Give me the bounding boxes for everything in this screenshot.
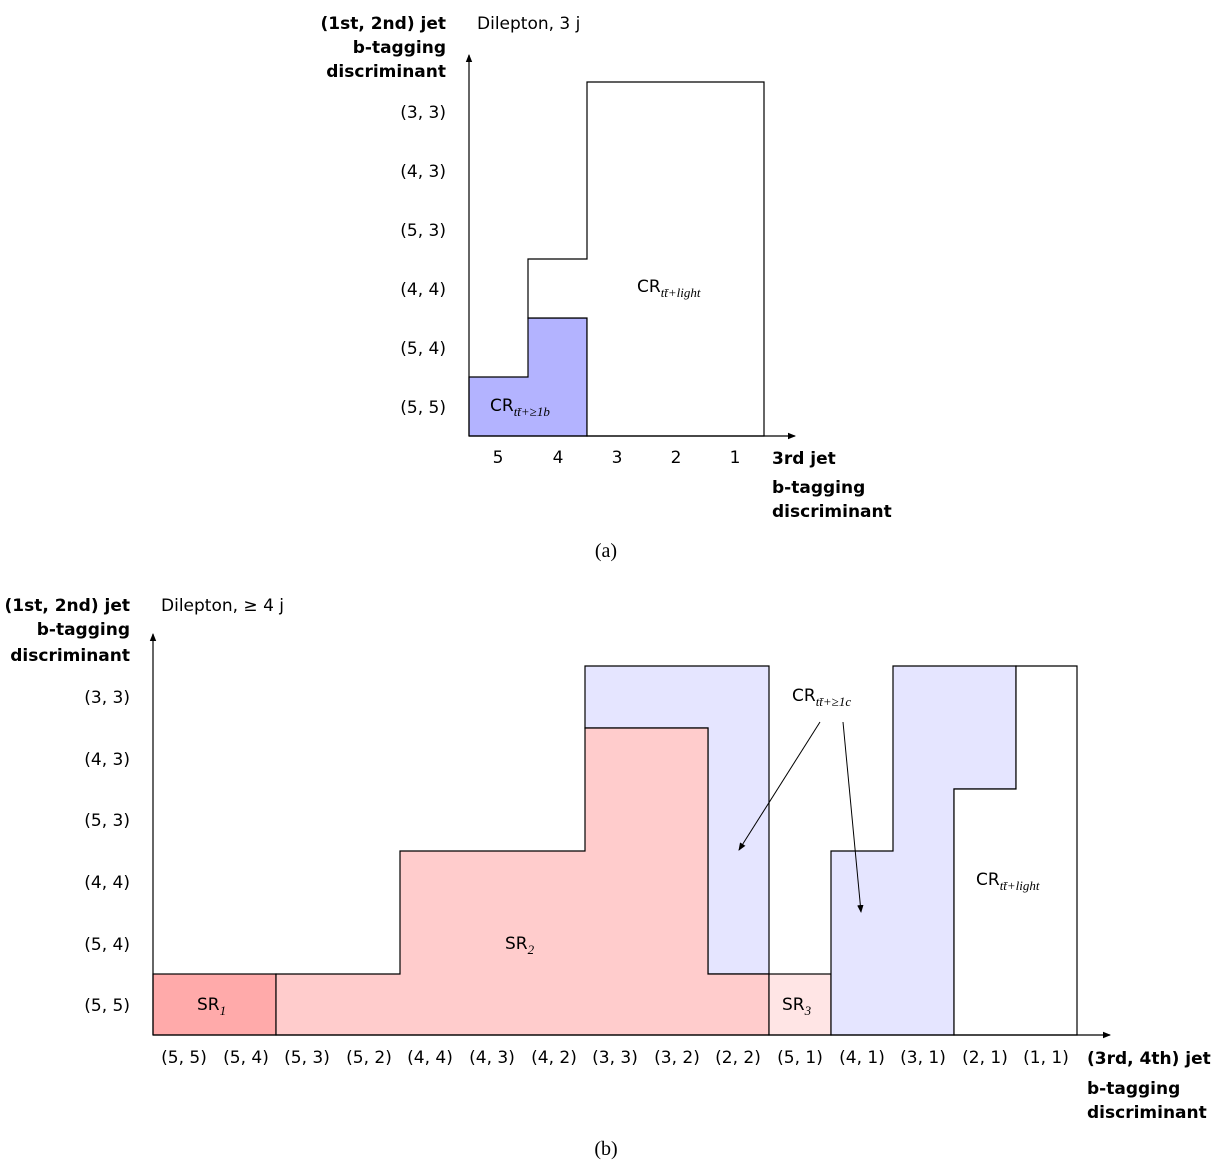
x-axis-title-a: 3rd jet	[772, 449, 836, 469]
y-tick-a: (4, 3)	[400, 162, 446, 182]
x-axis-title-a: discriminant	[772, 502, 892, 522]
x-tick-b: (3, 2)	[654, 1048, 700, 1068]
y-axis-title-b: (1st, 2nd) jet	[5, 596, 131, 616]
y-tick-a: (3, 3)	[400, 103, 446, 123]
y-tick-a: (5, 5)	[400, 398, 446, 418]
y-axis-title-b: discriminant	[10, 646, 130, 666]
y-tick-a: (5, 4)	[400, 339, 446, 359]
x-tick-b: (2, 1)	[962, 1048, 1008, 1068]
x-tick-b: (5, 5)	[161, 1048, 207, 1068]
region-cr-ttbar-light-a	[527, 81, 765, 437]
y-tick-b: (4, 4)	[84, 873, 130, 893]
x-axis-title-b: (3rd, 4th) jet	[1087, 1049, 1211, 1069]
x-tick-a: 1	[730, 448, 741, 468]
x-tick-b: (5, 3)	[284, 1048, 330, 1068]
caption-b: (b)	[594, 1138, 617, 1160]
x-tick-b: (5, 4)	[223, 1048, 269, 1068]
region-sr2	[275, 727, 770, 1036]
x-tick-b: (3, 3)	[592, 1048, 638, 1068]
region-label-cr-light-a: CRtt̄+light	[637, 277, 701, 300]
annotation-arrow-right	[842, 721, 864, 913]
panel-b: (3, 3) (4, 3) (5, 3) (4, 4) (5, 4) (5, 5…	[5, 596, 1211, 1160]
x-tick-b: (4, 4)	[407, 1048, 453, 1068]
x-tick-b: (1, 1)	[1023, 1048, 1069, 1068]
region-label-sr2: SR2	[505, 934, 535, 957]
x-tick-b: (5, 2)	[346, 1048, 392, 1068]
x-tick-a: 5	[493, 448, 504, 468]
x-tick-b: (2, 2)	[715, 1048, 761, 1068]
x-tick-b: (4, 3)	[469, 1048, 515, 1068]
x-tick-b: (4, 2)	[531, 1048, 577, 1068]
y-tick-b: (3, 3)	[84, 688, 130, 708]
region-sr1	[152, 973, 277, 1036]
y-axis-title-b: b-tagging	[37, 620, 130, 640]
y-axis-title-a: discriminant	[326, 62, 446, 82]
y-tick-a: (5, 3)	[400, 221, 446, 241]
y-axis-title-a: b-tagging	[353, 38, 446, 58]
x-tick-b: (3, 1)	[900, 1048, 946, 1068]
y-tick-b: (5, 3)	[84, 811, 130, 831]
region-label-sr1: SR1	[197, 995, 226, 1018]
y-tick-b: (4, 3)	[84, 750, 130, 770]
y-tick-a: (4, 4)	[400, 280, 446, 300]
channel-label-b: Dilepton, ≥ 4 j	[161, 596, 284, 616]
x-axis-title-a: b-tagging	[772, 478, 865, 498]
y-tick-b: (5, 5)	[84, 996, 130, 1016]
x-tick-b: (5, 1)	[777, 1048, 823, 1068]
y-tick-b: (5, 4)	[84, 935, 130, 955]
x-tick-b: (4, 1)	[839, 1048, 885, 1068]
region-label-cr-light-b: CRtt̄+light	[976, 870, 1040, 893]
x-axis-title-b: b-tagging	[1087, 1079, 1180, 1099]
x-axis-title-b: discriminant	[1087, 1103, 1207, 1123]
panel-a: (3, 3) (4, 3) (5, 3) (4, 4) (5, 4) (5, 5…	[321, 14, 892, 562]
region-label-cr-ge1c: CRtt̄+≥1c	[792, 686, 851, 709]
x-tick-a: 3	[612, 448, 623, 468]
x-tick-a: 2	[671, 448, 682, 468]
x-tick-a: 4	[553, 448, 564, 468]
caption-a: (a)	[595, 540, 617, 562]
y-axis-title-a: (1st, 2nd) jet	[321, 14, 447, 34]
region-label-cr-ge1b: CRtt̄+≥1b	[490, 396, 550, 419]
channel-label-a: Dilepton, 3 j	[477, 14, 580, 34]
region-label-sr3: SR3	[782, 995, 812, 1018]
annotation-arrow-left	[738, 721, 821, 851]
